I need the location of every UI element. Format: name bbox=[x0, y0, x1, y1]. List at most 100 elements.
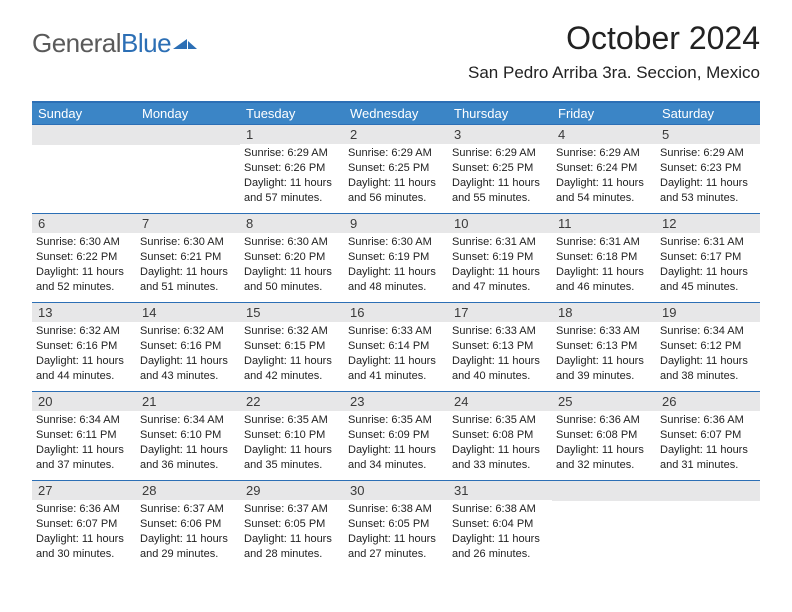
sunset-line: Sunset: 6:16 PM bbox=[140, 339, 236, 354]
day-number: 22 bbox=[240, 392, 344, 411]
sunrise-line: Sunrise: 6:30 AM bbox=[36, 235, 132, 250]
daylight-line: Daylight: 11 hours and 40 minutes. bbox=[452, 354, 548, 384]
day-cell bbox=[656, 481, 760, 569]
sunset-line: Sunset: 6:08 PM bbox=[452, 428, 548, 443]
location-label: San Pedro Arriba 3ra. Seccion, Mexico bbox=[468, 63, 760, 83]
day-cell: 21Sunrise: 6:34 AMSunset: 6:10 PMDayligh… bbox=[136, 392, 240, 480]
daylight-line: Daylight: 11 hours and 36 minutes. bbox=[140, 443, 236, 473]
day-cell: 11Sunrise: 6:31 AMSunset: 6:18 PMDayligh… bbox=[552, 214, 656, 302]
daylight-line: Daylight: 11 hours and 29 minutes. bbox=[140, 532, 236, 562]
sunset-line: Sunset: 6:25 PM bbox=[348, 161, 444, 176]
daylight-line: Daylight: 11 hours and 30 minutes. bbox=[36, 532, 132, 562]
sunset-line: Sunset: 6:12 PM bbox=[660, 339, 756, 354]
sunset-line: Sunset: 6:13 PM bbox=[556, 339, 652, 354]
sunrise-line: Sunrise: 6:31 AM bbox=[556, 235, 652, 250]
day-cell: 12Sunrise: 6:31 AMSunset: 6:17 PMDayligh… bbox=[656, 214, 760, 302]
day-cell: 4Sunrise: 6:29 AMSunset: 6:24 PMDaylight… bbox=[552, 125, 656, 213]
sunset-line: Sunset: 6:14 PM bbox=[348, 339, 444, 354]
day-cell: 24Sunrise: 6:35 AMSunset: 6:08 PMDayligh… bbox=[448, 392, 552, 480]
daylight-line: Daylight: 11 hours and 44 minutes. bbox=[36, 354, 132, 384]
day-body: Sunrise: 6:34 AMSunset: 6:11 PMDaylight:… bbox=[32, 411, 136, 476]
day-number: 16 bbox=[344, 303, 448, 322]
page-header: GeneralBlue October 2024 San Pedro Arrib… bbox=[0, 0, 792, 91]
daylight-line: Daylight: 11 hours and 41 minutes. bbox=[348, 354, 444, 384]
sunset-line: Sunset: 6:10 PM bbox=[140, 428, 236, 443]
sunset-line: Sunset: 6:10 PM bbox=[244, 428, 340, 443]
title-block: October 2024 San Pedro Arriba 3ra. Secci… bbox=[468, 20, 760, 83]
daylight-line: Daylight: 11 hours and 52 minutes. bbox=[36, 265, 132, 295]
day-body: Sunrise: 6:34 AMSunset: 6:12 PMDaylight:… bbox=[656, 322, 760, 387]
daylight-line: Daylight: 11 hours and 37 minutes. bbox=[36, 443, 132, 473]
sunset-line: Sunset: 6:15 PM bbox=[244, 339, 340, 354]
daylight-line: Daylight: 11 hours and 32 minutes. bbox=[556, 443, 652, 473]
sunset-line: Sunset: 6:07 PM bbox=[660, 428, 756, 443]
day-number bbox=[136, 125, 240, 145]
day-number bbox=[552, 481, 656, 501]
sunrise-line: Sunrise: 6:32 AM bbox=[140, 324, 236, 339]
sunrise-line: Sunrise: 6:35 AM bbox=[452, 413, 548, 428]
day-body: Sunrise: 6:31 AMSunset: 6:17 PMDaylight:… bbox=[656, 233, 760, 298]
day-cell: 20Sunrise: 6:34 AMSunset: 6:11 PMDayligh… bbox=[32, 392, 136, 480]
brand-mark-icon bbox=[173, 31, 199, 56]
day-cell: 27Sunrise: 6:36 AMSunset: 6:07 PMDayligh… bbox=[32, 481, 136, 569]
day-number: 2 bbox=[344, 125, 448, 144]
day-cell: 14Sunrise: 6:32 AMSunset: 6:16 PMDayligh… bbox=[136, 303, 240, 391]
day-body: Sunrise: 6:33 AMSunset: 6:13 PMDaylight:… bbox=[448, 322, 552, 387]
day-number: 12 bbox=[656, 214, 760, 233]
daylight-line: Daylight: 11 hours and 42 minutes. bbox=[244, 354, 340, 384]
daylight-line: Daylight: 11 hours and 56 minutes. bbox=[348, 176, 444, 206]
dow-cell: Friday bbox=[552, 103, 656, 124]
day-number: 7 bbox=[136, 214, 240, 233]
brand-text: GeneralBlue bbox=[32, 28, 171, 59]
week-row: 20Sunrise: 6:34 AMSunset: 6:11 PMDayligh… bbox=[32, 391, 760, 480]
day-cell bbox=[136, 125, 240, 213]
sunrise-line: Sunrise: 6:37 AM bbox=[244, 502, 340, 517]
sunset-line: Sunset: 6:25 PM bbox=[452, 161, 548, 176]
day-cell: 26Sunrise: 6:36 AMSunset: 6:07 PMDayligh… bbox=[656, 392, 760, 480]
day-number: 18 bbox=[552, 303, 656, 322]
sunrise-line: Sunrise: 6:31 AM bbox=[452, 235, 548, 250]
daylight-line: Daylight: 11 hours and 46 minutes. bbox=[556, 265, 652, 295]
day-body: Sunrise: 6:30 AMSunset: 6:19 PMDaylight:… bbox=[344, 233, 448, 298]
daylight-line: Daylight: 11 hours and 51 minutes. bbox=[140, 265, 236, 295]
sunrise-line: Sunrise: 6:30 AM bbox=[244, 235, 340, 250]
day-number: 23 bbox=[344, 392, 448, 411]
sunset-line: Sunset: 6:09 PM bbox=[348, 428, 444, 443]
week-row: 1Sunrise: 6:29 AMSunset: 6:26 PMDaylight… bbox=[32, 124, 760, 213]
daylight-line: Daylight: 11 hours and 26 minutes. bbox=[452, 532, 548, 562]
daylight-line: Daylight: 11 hours and 50 minutes. bbox=[244, 265, 340, 295]
sunset-line: Sunset: 6:24 PM bbox=[556, 161, 652, 176]
sunrise-line: Sunrise: 6:38 AM bbox=[452, 502, 548, 517]
day-number: 31 bbox=[448, 481, 552, 500]
day-body: Sunrise: 6:29 AMSunset: 6:25 PMDaylight:… bbox=[344, 144, 448, 209]
day-cell: 2Sunrise: 6:29 AMSunset: 6:25 PMDaylight… bbox=[344, 125, 448, 213]
daylight-line: Daylight: 11 hours and 39 minutes. bbox=[556, 354, 652, 384]
day-number: 15 bbox=[240, 303, 344, 322]
day-cell: 5Sunrise: 6:29 AMSunset: 6:23 PMDaylight… bbox=[656, 125, 760, 213]
day-body: Sunrise: 6:38 AMSunset: 6:05 PMDaylight:… bbox=[344, 500, 448, 565]
day-cell: 9Sunrise: 6:30 AMSunset: 6:19 PMDaylight… bbox=[344, 214, 448, 302]
dow-cell: Thursday bbox=[448, 103, 552, 124]
day-body: Sunrise: 6:36 AMSunset: 6:07 PMDaylight:… bbox=[656, 411, 760, 476]
sunrise-line: Sunrise: 6:34 AM bbox=[660, 324, 756, 339]
day-number: 9 bbox=[344, 214, 448, 233]
sunrise-line: Sunrise: 6:35 AM bbox=[244, 413, 340, 428]
sunset-line: Sunset: 6:21 PM bbox=[140, 250, 236, 265]
sunset-line: Sunset: 6:17 PM bbox=[660, 250, 756, 265]
day-cell: 8Sunrise: 6:30 AMSunset: 6:20 PMDaylight… bbox=[240, 214, 344, 302]
day-number: 4 bbox=[552, 125, 656, 144]
day-number: 13 bbox=[32, 303, 136, 322]
day-number: 11 bbox=[552, 214, 656, 233]
day-body: Sunrise: 6:33 AMSunset: 6:14 PMDaylight:… bbox=[344, 322, 448, 387]
day-body: Sunrise: 6:31 AMSunset: 6:18 PMDaylight:… bbox=[552, 233, 656, 298]
calendar-grid: SundayMondayTuesdayWednesdayThursdayFrid… bbox=[0, 91, 792, 569]
sunrise-line: Sunrise: 6:36 AM bbox=[660, 413, 756, 428]
sunrise-line: Sunrise: 6:33 AM bbox=[348, 324, 444, 339]
day-cell: 10Sunrise: 6:31 AMSunset: 6:19 PMDayligh… bbox=[448, 214, 552, 302]
day-number: 27 bbox=[32, 481, 136, 500]
daylight-line: Daylight: 11 hours and 54 minutes. bbox=[556, 176, 652, 206]
daylight-line: Daylight: 11 hours and 33 minutes. bbox=[452, 443, 548, 473]
sunset-line: Sunset: 6:19 PM bbox=[452, 250, 548, 265]
daylight-line: Daylight: 11 hours and 48 minutes. bbox=[348, 265, 444, 295]
day-cell: 30Sunrise: 6:38 AMSunset: 6:05 PMDayligh… bbox=[344, 481, 448, 569]
